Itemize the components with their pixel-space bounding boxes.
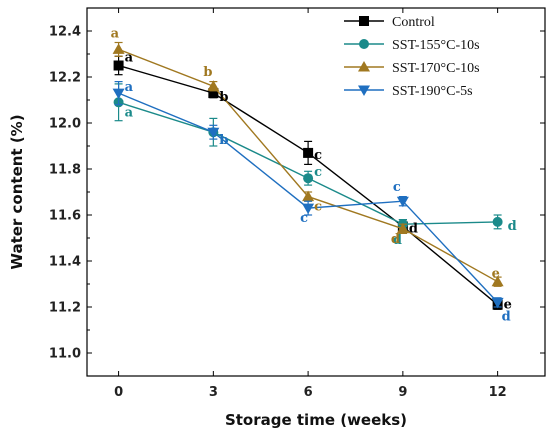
legend-label: SST-190°C-5s	[392, 84, 473, 99]
data-point	[112, 43, 125, 54]
data-point	[491, 297, 504, 309]
legend-marker	[359, 16, 369, 26]
data-point	[208, 88, 219, 99]
series-triangle-down	[112, 80, 504, 309]
significance-label: d	[508, 219, 517, 234]
legend-item: SST-155°C-10s	[344, 38, 480, 53]
significance-label: a	[125, 105, 134, 120]
data-point	[207, 80, 220, 91]
y-tick-label: 11.2	[49, 301, 81, 316]
legend-label: SST-170°C-10s	[392, 61, 480, 76]
significance-label: c	[314, 165, 322, 180]
legend-label: Control	[392, 15, 435, 30]
significance-label: d	[391, 232, 400, 247]
significance-label: a	[125, 51, 134, 66]
legend-marker	[358, 85, 370, 96]
significance-label: e	[504, 298, 512, 313]
significance-label: b	[219, 133, 228, 148]
legend-marker	[359, 39, 369, 49]
data-point	[303, 147, 314, 158]
legend: Control SST-155°C-10s SST-170°C-10s SST-190…	[344, 15, 480, 99]
significance-label: c	[314, 200, 322, 215]
significance-label: b	[219, 90, 228, 105]
legend-item: SST-170°C-10s	[344, 61, 480, 76]
significance-label: b	[203, 65, 212, 80]
legend-marker	[358, 61, 370, 72]
series-triangle-up	[112, 41, 504, 287]
significance-label: c	[300, 211, 308, 226]
data-point	[302, 203, 315, 215]
y-axis-title: Water content (%)	[8, 114, 26, 269]
legend-item: SST-190°C-5s	[344, 84, 473, 99]
data-point	[302, 190, 315, 202]
data-point	[396, 222, 409, 234]
data-point	[492, 216, 503, 227]
data-point	[207, 127, 220, 139]
data-point	[491, 275, 504, 287]
y-tick-label: 11.6	[49, 209, 81, 224]
x-tick-label: 12	[489, 385, 507, 400]
significance-label: b	[219, 133, 228, 148]
x-axis-title: Storage time (weeks)	[225, 411, 407, 429]
x-tick-label: 3	[209, 385, 218, 400]
legend-item: Control	[344, 15, 435, 30]
significance-label: a	[111, 26, 120, 41]
x-tick-label: 9	[398, 385, 407, 400]
y-tick-label: 12.0	[49, 117, 81, 132]
y-tick-label: 12.2	[49, 71, 81, 86]
significance-label: d	[502, 309, 511, 324]
data-point	[112, 88, 125, 100]
significance-label: a	[125, 80, 134, 95]
significance-label: c	[314, 148, 322, 163]
x-tick-label: 0	[114, 385, 123, 400]
significance-label: e	[492, 267, 500, 282]
data-point	[396, 196, 409, 208]
y-tick-label: 12.4	[49, 25, 81, 40]
y-tick-label: 11.0	[49, 347, 81, 362]
legend-label: SST-155°C-10s	[392, 38, 480, 53]
significance-label: d	[409, 222, 418, 237]
y-tick-label: 11.8	[49, 163, 81, 178]
y-tick-label: 11.4	[49, 255, 81, 270]
significance-label: c	[393, 180, 401, 195]
significance-label: d	[393, 233, 402, 248]
x-tick-label: 6	[304, 385, 313, 400]
data-point	[113, 60, 124, 71]
data-point	[303, 173, 314, 184]
